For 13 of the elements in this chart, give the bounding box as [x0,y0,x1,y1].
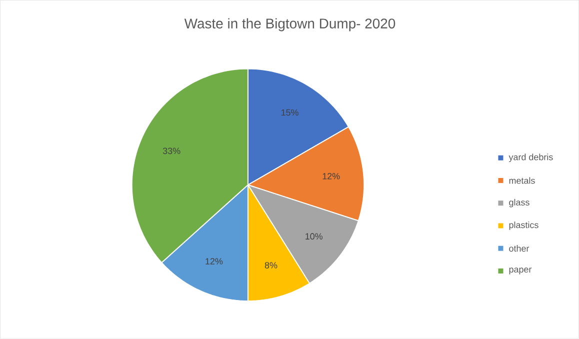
legend-label: other [509,245,530,252]
legend-label: yard debris [508,154,553,162]
data-label: 33% [162,148,180,154]
data-label: 12% [206,258,223,265]
legend-label: paper [509,268,532,274]
chart-title: Waste in the Bigtown Dump- 2020 [184,18,396,32]
data-label: 8% [264,262,278,269]
legend-label: plastics [509,222,538,230]
data-label: 10% [306,233,323,240]
legend-label: metals [509,177,535,184]
legend-label: glass [509,199,530,208]
data-label: 12% [322,173,340,180]
data-label: 15% [281,109,298,116]
